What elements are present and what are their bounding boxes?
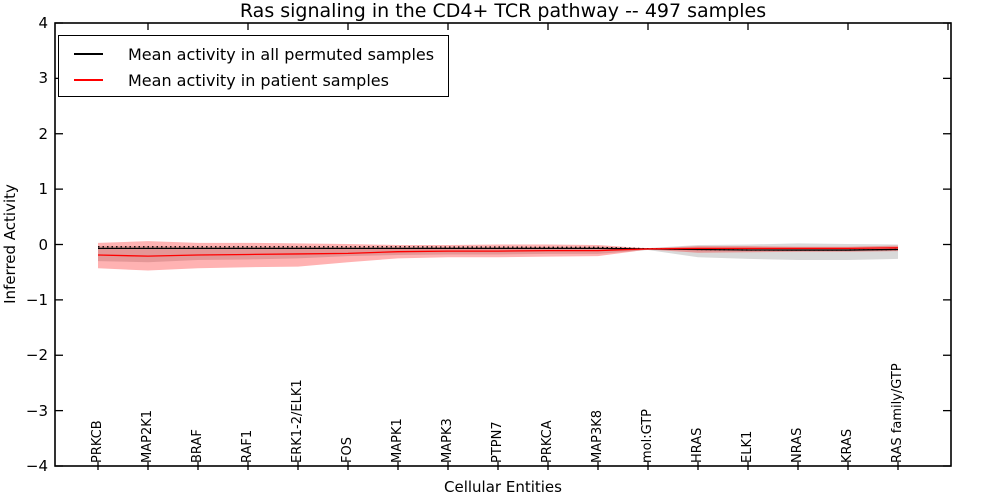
y-tick-label: 2 xyxy=(38,124,48,143)
x-tick-label: KRAS xyxy=(840,428,855,463)
y-tick-label: −2 xyxy=(25,346,48,365)
legend-label-permuted: Mean activity in all permuted samples xyxy=(128,44,435,64)
x-tick-label: mol:GTP xyxy=(640,409,655,463)
y-tick-label: −1 xyxy=(25,290,48,309)
x-tick-label: ELK1 xyxy=(740,430,755,463)
black-line-sample-icon xyxy=(74,53,103,55)
y-tick-label: 4 xyxy=(38,14,48,32)
legend-label-patient: Mean activity in patient samples xyxy=(128,70,389,90)
x-tick-label: PRKCB xyxy=(90,420,105,463)
chart-title: Ras signaling in the CD4+ TCR pathway --… xyxy=(239,0,767,22)
red-line-sample-icon xyxy=(74,79,103,81)
y-tick-label: 0 xyxy=(38,235,48,254)
y-tick-label: −4 xyxy=(25,457,48,475)
x-tick-label: BRAF xyxy=(190,429,205,463)
y-tick-label: −3 xyxy=(25,401,48,420)
x-tick-label: MAP3K8 xyxy=(590,409,605,463)
x-tick-label: PRKCA xyxy=(540,420,555,463)
x-tick-label: RAS family/GTP xyxy=(890,363,905,463)
x-tick-label: HRAS xyxy=(690,427,705,463)
x-tick-label: RAF1 xyxy=(240,429,255,463)
y-tick-label: 3 xyxy=(38,69,48,88)
x-tick-label: MAP2K1 xyxy=(140,409,155,463)
x-tick-label: NRAS xyxy=(790,427,805,463)
legend: Mean activity in all permuted samples Me… xyxy=(58,35,449,97)
legend-entry-permuted: Mean activity in all permuted samples xyxy=(59,41,448,67)
x-tick-label: MAPK3 xyxy=(440,418,455,463)
mean-line-patient xyxy=(97,247,899,257)
x-tick-label: MAPK1 xyxy=(390,418,405,463)
x-tick-label: FOS xyxy=(340,437,355,463)
x-axis-label: Cellular Entities xyxy=(444,478,562,496)
x-tick-label: PTPN7 xyxy=(490,421,505,463)
x-tick-label: ERK1-2/ELK1 xyxy=(290,379,305,463)
mean-line-permuted xyxy=(98,247,899,251)
y-tick-label: 1 xyxy=(38,180,48,199)
legend-entry-patient: Mean activity in patient samples xyxy=(59,67,448,93)
